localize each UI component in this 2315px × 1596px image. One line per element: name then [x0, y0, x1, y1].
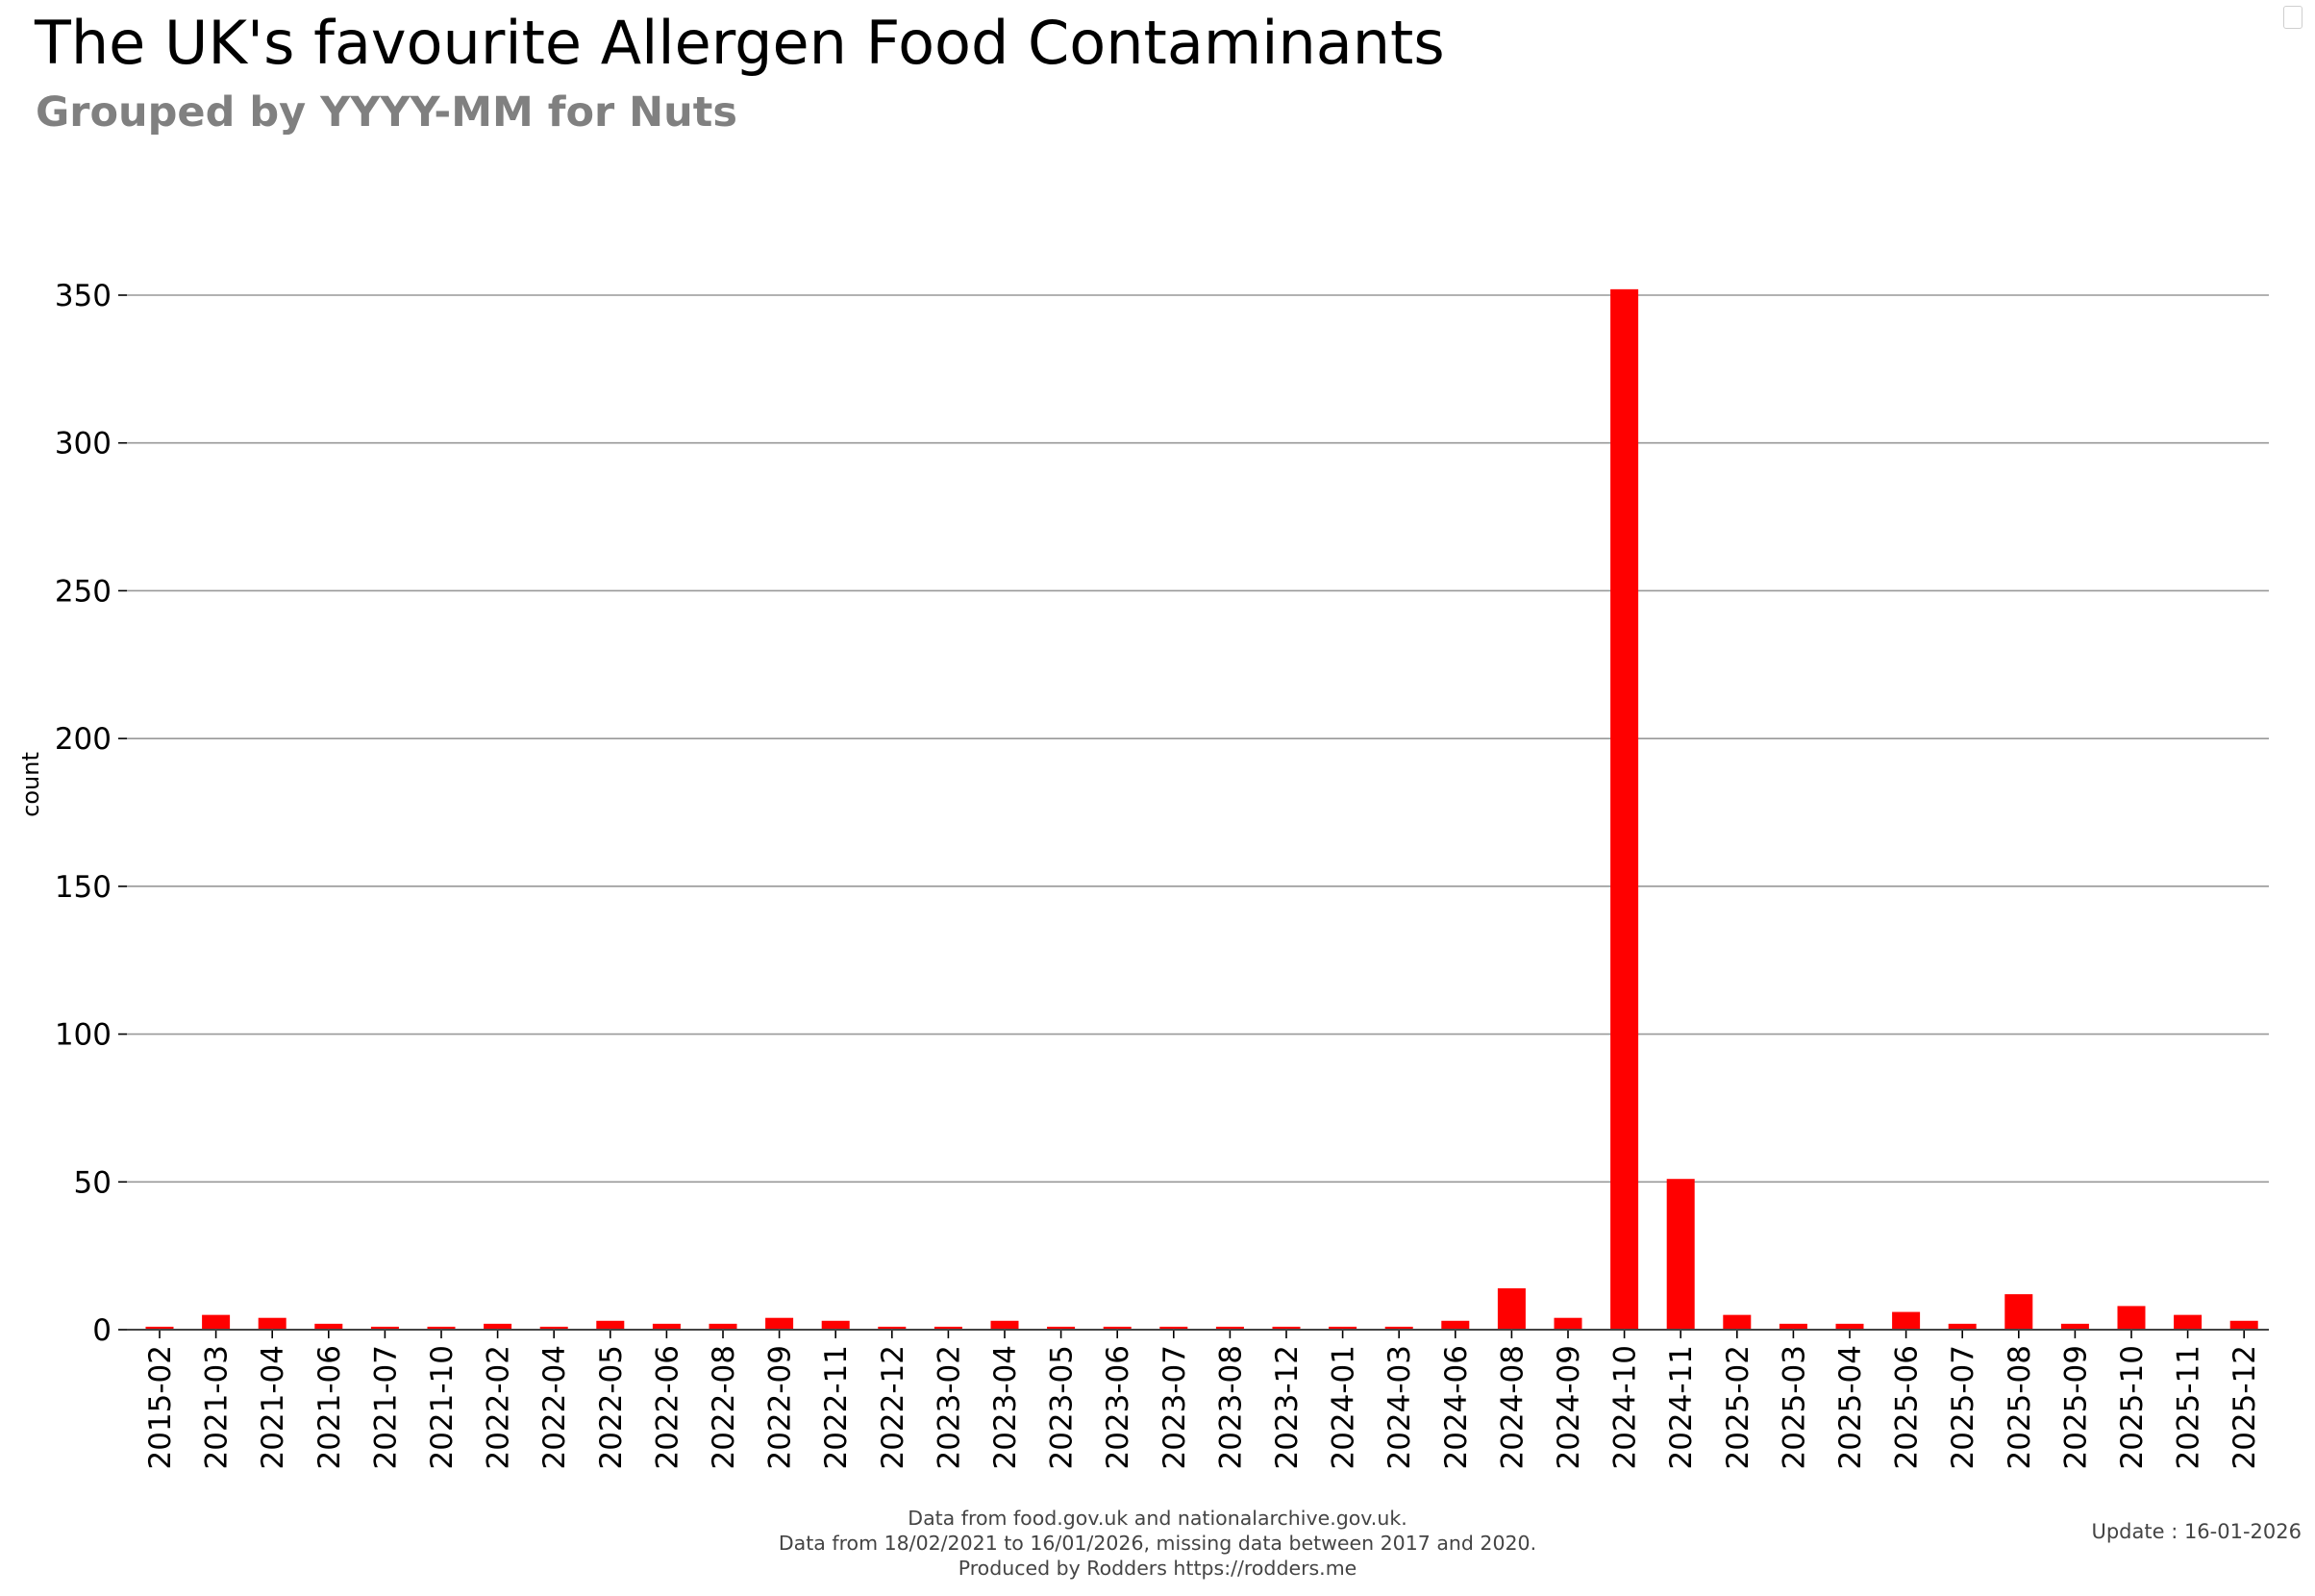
- y-tick-label: 100: [55, 1018, 112, 1053]
- x-tick-label: 2021-06: [312, 1345, 347, 1470]
- x-tick-label: 2023-12: [1270, 1345, 1305, 1470]
- footer-line-2: Data from 18/02/2021 to 16/01/2026, miss…: [778, 1532, 1537, 1555]
- bar-2022-06: [652, 1323, 681, 1330]
- footer-credits: Data from food.gov.uk and nationalarchiv…: [0, 1506, 2315, 1581]
- x-tick-label: 2022-09: [763, 1345, 798, 1470]
- footer-line-3: Produced by Rodders https://rodders.me: [958, 1557, 1357, 1580]
- x-tick-label: 2024-01: [1327, 1345, 1361, 1470]
- chart-title: The UK's favourite Allergen Food Contami…: [35, 8, 1445, 78]
- x-tick-label: 2025-11: [2172, 1345, 2206, 1470]
- bar-2023-08: [1215, 1326, 1244, 1330]
- x-tick-label: 2022-02: [482, 1345, 516, 1470]
- x-tick-label: 2025-02: [1721, 1345, 1755, 1470]
- bar-2021-06: [314, 1323, 343, 1330]
- bar-2024-09: [1554, 1317, 1582, 1330]
- x-tick-label: 2025-04: [1833, 1345, 1868, 1470]
- bar-2022-02: [484, 1323, 512, 1330]
- bar-2022-05: [596, 1320, 625, 1330]
- x-tick-label: 2022-05: [594, 1345, 629, 1470]
- bar-2025-09: [2060, 1323, 2089, 1330]
- x-tick-label: 2022-11: [819, 1345, 854, 1470]
- x-tick-label: 2023-07: [1158, 1345, 1192, 1470]
- bar-2023-06: [1103, 1326, 1132, 1330]
- chart-subtitle: Grouped by YYYY-MM for Nuts: [36, 88, 737, 137]
- x-tick-label: 2025-03: [1777, 1345, 1811, 1470]
- y-tick-label: 300: [55, 427, 112, 461]
- x-tick-label: 2021-04: [256, 1345, 290, 1470]
- bar-2025-04: [1835, 1323, 1864, 1330]
- y-axis-label: count: [17, 752, 44, 817]
- bar-2023-02: [933, 1326, 962, 1330]
- footer-line-1: Data from food.gov.uk and nationalarchiv…: [908, 1507, 1407, 1530]
- x-tick-label: 2021-07: [368, 1345, 403, 1470]
- x-tick-label: 2022-06: [650, 1345, 685, 1470]
- y-tick-label: 250: [55, 574, 112, 609]
- bar-2021-03: [202, 1314, 231, 1330]
- bar-2021-07: [370, 1326, 399, 1330]
- bar-2025-10: [2117, 1306, 2146, 1330]
- bars: [145, 288, 2258, 1330]
- bar-2022-11: [821, 1320, 850, 1330]
- x-tick-label: 2024-11: [1664, 1345, 1699, 1470]
- bar-2022-08: [709, 1323, 737, 1330]
- x-tick-label: 2023-05: [1045, 1345, 1080, 1470]
- axes: 0 50 100 150 200 250 300 350 2015-02 2021-03 2021-…: [55, 279, 2269, 1470]
- update-date: Update : 16-01-2026: [2091, 1520, 2302, 1543]
- x-tick-label: 2021-10: [425, 1345, 460, 1470]
- x-tick-label: 2022-08: [707, 1345, 741, 1470]
- bar-2024-03: [1384, 1326, 1413, 1330]
- y-tick-label: 0: [92, 1313, 112, 1348]
- bar-2023-07: [1159, 1326, 1188, 1330]
- bar-2024-10: [1610, 288, 1639, 1330]
- x-tick-label: 2025-12: [2228, 1345, 2262, 1470]
- x-tick-label: 2023-08: [1213, 1345, 1248, 1470]
- x-tick-label: 2022-04: [537, 1345, 572, 1470]
- bar-2025-12: [2229, 1320, 2258, 1330]
- y-tick-label: 350: [55, 279, 112, 313]
- x-tick-label: 2025-10: [2115, 1345, 2150, 1470]
- y-tick-label: 150: [55, 870, 112, 905]
- x-tick-label: 2023-04: [988, 1345, 1023, 1470]
- x-tick-label: 2022-12: [876, 1345, 910, 1470]
- bar-2024-08: [1497, 1287, 1526, 1330]
- bar-2015-02: [145, 1326, 174, 1330]
- x-tick-label: 2023-06: [1101, 1345, 1135, 1470]
- bar-2025-07: [1948, 1323, 1977, 1330]
- x-tick-label: 2025-06: [1890, 1345, 1925, 1470]
- x-tick-label: 2025-09: [2058, 1345, 2093, 1470]
- legend-checkbox[interactable]: [2283, 6, 2303, 29]
- x-tick-label: 2024-08: [1495, 1345, 1530, 1470]
- bar-2023-04: [990, 1320, 1019, 1330]
- x-tick-label: 2025-07: [1946, 1345, 1980, 1470]
- bar-2021-04: [258, 1317, 286, 1330]
- y-tick-label: 200: [55, 722, 112, 757]
- bar-2024-06: [1441, 1320, 1470, 1330]
- bar-2023-05: [1047, 1326, 1076, 1330]
- x-tick-label: 2025-08: [2003, 1345, 2037, 1470]
- x-tick-label: 2024-03: [1382, 1345, 1417, 1470]
- x-tick-label: 2024-10: [1608, 1345, 1643, 1470]
- x-tick-label: 2023-02: [932, 1345, 966, 1470]
- bar-2025-06: [1892, 1311, 1921, 1330]
- bar-2023-12: [1272, 1326, 1301, 1330]
- bar-2024-11: [1666, 1179, 1695, 1330]
- y-tick-label: 50: [74, 1165, 112, 1200]
- bar-2025-03: [1779, 1323, 1807, 1330]
- x-tick-label: 2015-02: [143, 1345, 178, 1470]
- bar-2022-09: [765, 1317, 794, 1330]
- grid-lines: [127, 294, 2269, 1184]
- x-tick-label: 2024-06: [1439, 1345, 1474, 1470]
- bar-2022-12: [878, 1326, 907, 1330]
- x-tick-label: 2024-09: [1552, 1345, 1586, 1470]
- bar-2022-04: [539, 1326, 568, 1330]
- bar-2025-02: [1723, 1314, 1752, 1330]
- x-tick-label: 2021-03: [200, 1345, 235, 1470]
- bar-2021-10: [427, 1326, 456, 1330]
- bar-2025-08: [2004, 1294, 2033, 1330]
- bar-2024-01: [1329, 1326, 1357, 1330]
- bar-2025-11: [2174, 1314, 2203, 1330]
- bar-chart: 0 50 100 150 200 250 300 350 2015-02 2021-03 2021-…: [17, 279, 2269, 1470]
